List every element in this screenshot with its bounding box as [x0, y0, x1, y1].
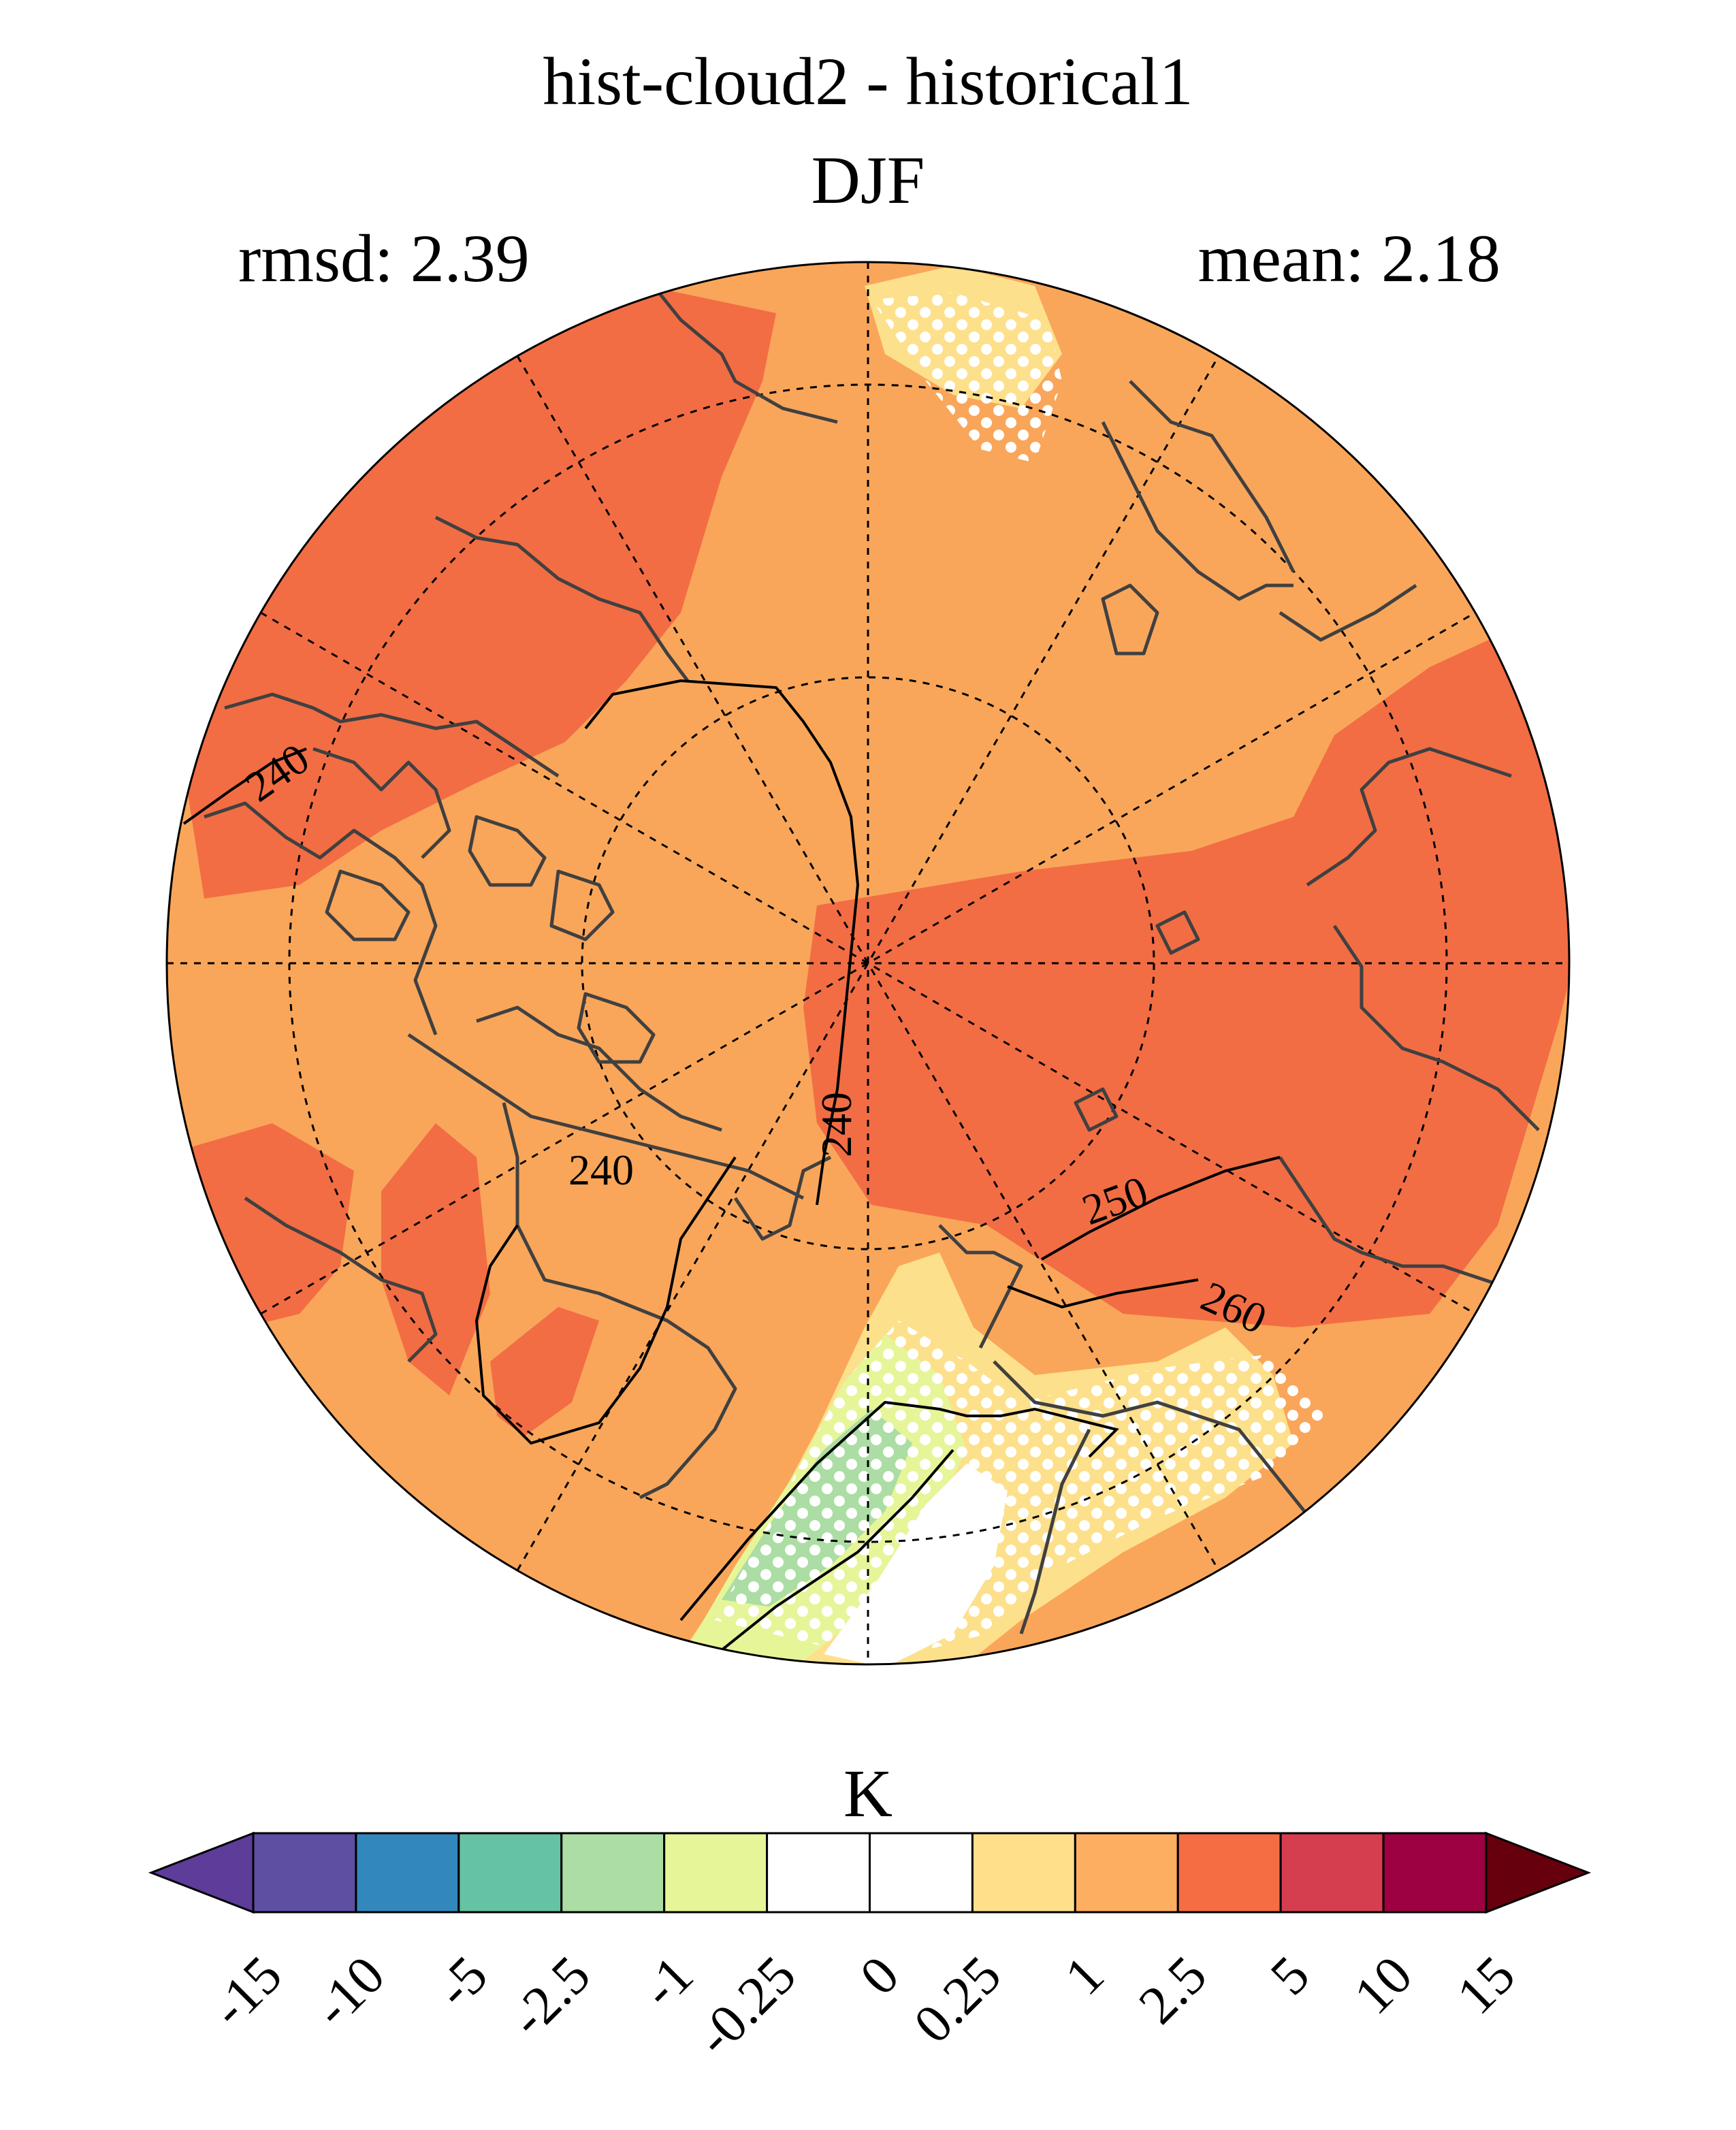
polar-map: 240 240 240 250 260: [165, 261, 1571, 1666]
colorbar-tick-label: 0.25: [903, 1945, 1013, 2055]
contour-label-240-b: 240: [568, 1146, 634, 1194]
colorbar-tick-label: 15: [1445, 1945, 1527, 2026]
colorbar-tick-label: -15: [199, 1945, 294, 2039]
colorbar-box: [663, 1832, 769, 1914]
contour-lines: [182, 679, 1281, 1662]
colorbar-box: [971, 1832, 1076, 1914]
colorbar-box: [1382, 1832, 1488, 1914]
colorbar-box: [560, 1832, 666, 1914]
colorbar-box: [1074, 1832, 1179, 1914]
map-border: [165, 261, 1571, 1666]
colorbar-tick-label: 2.5: [1127, 1945, 1219, 2036]
colorbar-units: K: [843, 1756, 893, 1831]
colorbar-box: [252, 1832, 357, 1914]
stipple-north: [871, 293, 1062, 463]
rmsd-label: rmsd: 2.39: [238, 221, 530, 296]
graticule: [167, 262, 1569, 1664]
colorbar-extend-low: [148, 1831, 255, 1914]
mean-label: mean: 2.18: [1197, 221, 1500, 296]
colorbar-box: [355, 1832, 460, 1914]
colorbar-tick-label: -10: [302, 1945, 396, 2039]
colorbar-box: [869, 1832, 974, 1914]
colorbar-tick-label: 5: [1259, 1945, 1321, 2007]
colorbar-tick-label: -5: [424, 1945, 499, 2020]
colorbar-extend-high: [1485, 1831, 1592, 1914]
colorbar-tick-label: 10: [1343, 1945, 1424, 2026]
field-warm-ridge: [381, 1123, 490, 1395]
field-warm-loop: [490, 1307, 599, 1436]
colorbar-tick-label: 0: [848, 1945, 910, 2007]
contour-label-240-c: 240: [812, 1092, 861, 1157]
figure-subtitle: DJF: [811, 142, 925, 218]
figure-title: hist-cloud2 - historical1: [543, 44, 1193, 119]
colorbar-box: [1279, 1832, 1385, 1914]
colorbar-box: [1176, 1832, 1282, 1914]
colorbar-box: [457, 1832, 563, 1914]
colorbar-tick-label: -0.25: [684, 1945, 807, 2068]
colorbar-tick-label: 1: [1054, 1945, 1116, 2007]
field-warm-central: [803, 626, 1569, 1327]
colorbar-tick-label: -1: [630, 1945, 705, 2020]
colorbar-box: [766, 1832, 871, 1914]
colorbar-tick-label: -2.5: [498, 1945, 602, 2048]
